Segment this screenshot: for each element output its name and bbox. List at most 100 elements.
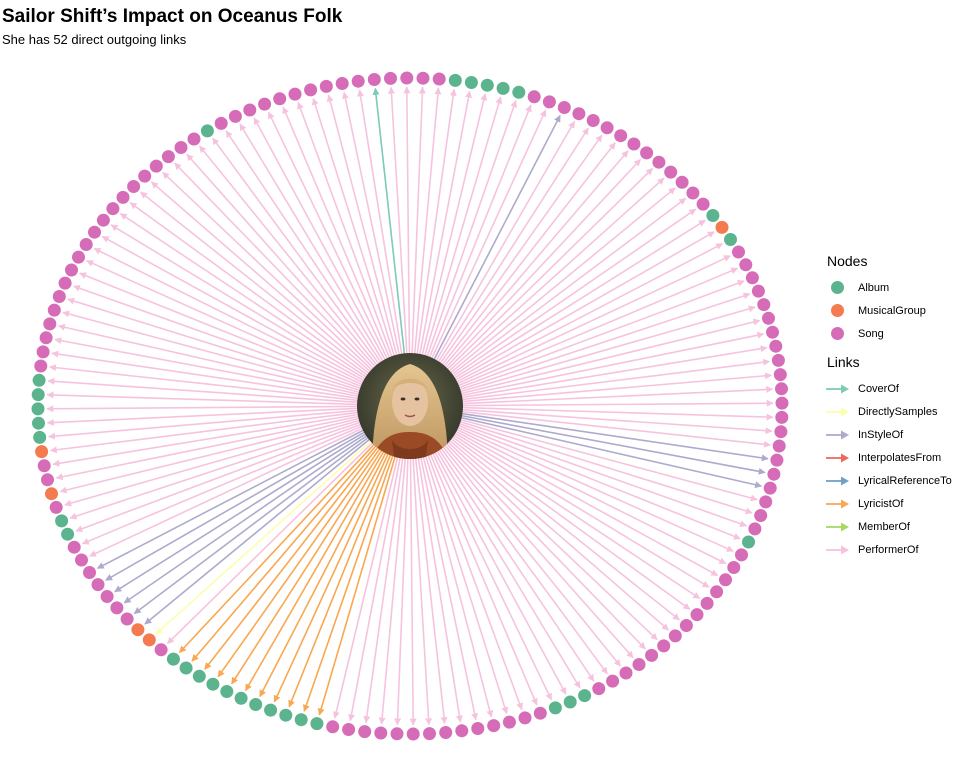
node-album[interactable]	[32, 416, 45, 430]
node-album[interactable]	[179, 661, 193, 675]
node-album[interactable]	[706, 209, 720, 222]
node-song[interactable]	[675, 175, 689, 189]
node-song[interactable]	[533, 706, 547, 720]
node-musicalgroup[interactable]	[45, 487, 58, 501]
node-song[interactable]	[39, 331, 53, 345]
node-song[interactable]	[174, 141, 188, 154]
node-song[interactable]	[606, 674, 620, 688]
node-song[interactable]	[273, 92, 287, 106]
node-song[interactable]	[775, 382, 788, 396]
node-song[interactable]	[406, 727, 420, 741]
node-album[interactable]	[200, 124, 214, 138]
node-song[interactable]	[592, 682, 606, 696]
node-album[interactable]	[310, 717, 324, 731]
node-song[interactable]	[586, 114, 600, 127]
node-musicalgroup[interactable]	[142, 633, 156, 647]
node-song[interactable]	[664, 165, 678, 179]
node-song[interactable]	[745, 271, 759, 285]
node-song[interactable]	[439, 726, 453, 739]
node-song[interactable]	[36, 345, 50, 359]
node-song[interactable]	[690, 608, 704, 622]
node-song[interactable]	[138, 169, 152, 183]
node-album[interactable]	[206, 677, 220, 691]
node-album[interactable]	[480, 78, 494, 92]
node-album[interactable]	[448, 73, 462, 87]
node-song[interactable]	[775, 396, 789, 410]
node-song[interactable]	[732, 245, 745, 259]
node-song[interactable]	[757, 298, 771, 312]
node-song[interactable]	[116, 190, 130, 204]
node-song[interactable]	[766, 325, 779, 339]
node-song[interactable]	[127, 180, 141, 193]
node-song[interactable]	[518, 711, 532, 725]
node-song[interactable]	[335, 77, 349, 90]
node-song[interactable]	[739, 258, 753, 272]
node-song[interactable]	[679, 619, 693, 632]
node-album[interactable]	[61, 527, 75, 541]
node-song[interactable]	[471, 722, 485, 735]
node-song[interactable]	[79, 238, 93, 251]
node-song[interactable]	[542, 95, 556, 109]
node-song[interactable]	[773, 368, 787, 382]
node-song[interactable]	[83, 566, 96, 579]
node-album[interactable]	[31, 402, 45, 416]
node-song[interactable]	[767, 467, 781, 481]
node-song[interactable]	[187, 132, 201, 146]
node-album[interactable]	[32, 373, 46, 387]
node-song[interactable]	[557, 101, 571, 114]
node-song[interactable]	[37, 459, 51, 473]
node-album[interactable]	[563, 695, 577, 709]
node-song[interactable]	[75, 553, 88, 567]
node-song[interactable]	[727, 561, 741, 574]
node-song[interactable]	[763, 481, 777, 495]
node-song[interactable]	[149, 159, 163, 173]
node-song[interactable]	[416, 71, 430, 85]
node-album[interactable]	[512, 85, 526, 99]
node-song[interactable]	[154, 643, 168, 657]
node-song[interactable]	[91, 578, 105, 592]
node-song[interactable]	[367, 73, 381, 86]
node-song[interactable]	[719, 573, 732, 587]
node-song[interactable]	[384, 71, 397, 85]
node-song[interactable]	[735, 548, 748, 562]
node-album[interactable]	[33, 430, 47, 444]
node-song[interactable]	[640, 146, 654, 160]
node-album[interactable]	[294, 713, 308, 727]
node-song[interactable]	[390, 727, 404, 741]
node-song[interactable]	[762, 311, 775, 325]
node-album[interactable]	[464, 76, 478, 89]
node-song[interactable]	[487, 719, 501, 733]
node-song[interactable]	[67, 540, 81, 554]
node-song[interactable]	[161, 150, 175, 164]
node-song[interactable]	[228, 109, 242, 123]
node-song[interactable]	[751, 284, 765, 298]
node-album[interactable]	[249, 698, 263, 711]
node-song[interactable]	[657, 639, 671, 653]
node-song[interactable]	[775, 410, 789, 424]
node-song[interactable]	[769, 339, 783, 353]
center-node[interactable]	[355, 351, 465, 470]
node-song[interactable]	[43, 317, 57, 331]
node-song[interactable]	[41, 473, 54, 487]
node-song[interactable]	[358, 725, 372, 739]
node-song[interactable]	[423, 727, 436, 741]
node-song[interactable]	[619, 666, 633, 680]
node-album[interactable]	[220, 685, 234, 698]
node-song[interactable]	[58, 276, 72, 290]
node-album[interactable]	[55, 514, 69, 528]
node-song[interactable]	[374, 726, 388, 740]
node-song[interactable]	[49, 500, 63, 514]
node-song[interactable]	[72, 250, 85, 264]
node-song[interactable]	[304, 83, 318, 97]
node-song[interactable]	[748, 522, 762, 536]
node-album[interactable]	[578, 689, 592, 703]
node-album[interactable]	[264, 703, 278, 717]
node-song[interactable]	[65, 263, 78, 277]
node-song[interactable]	[326, 720, 340, 734]
node-song[interactable]	[96, 213, 110, 227]
node-album[interactable]	[234, 691, 248, 705]
node-song[interactable]	[110, 601, 124, 615]
node-musicalgroup[interactable]	[35, 445, 49, 459]
node-musicalgroup[interactable]	[131, 623, 145, 637]
node-musicalgroup[interactable]	[715, 220, 729, 234]
